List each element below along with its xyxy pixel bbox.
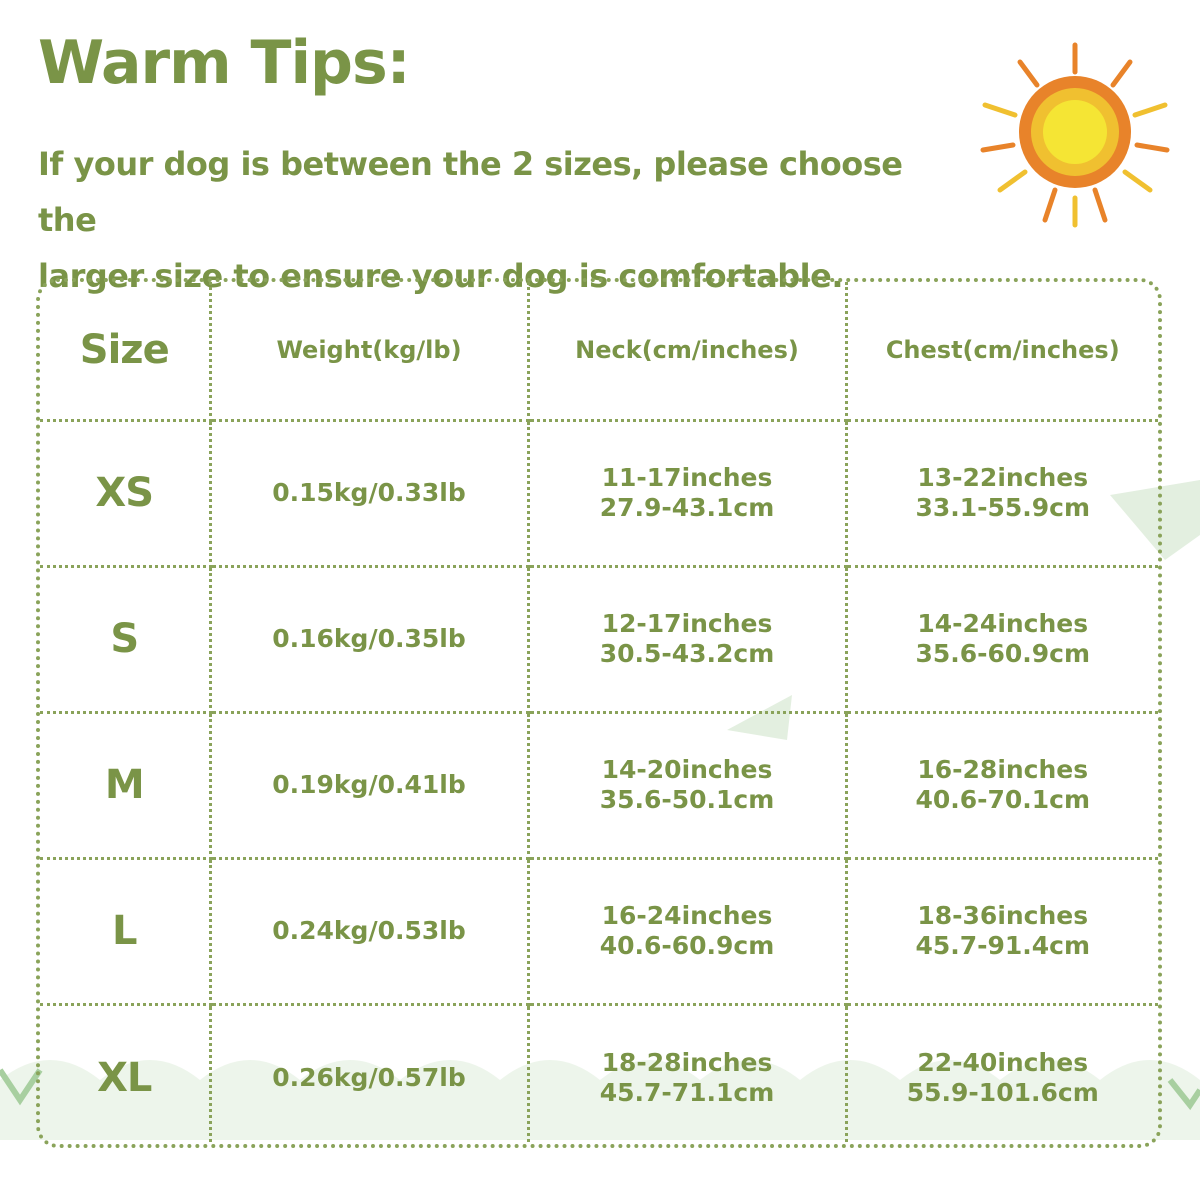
header-chest: Chest(cm/inches) <box>844 282 1158 422</box>
chest-cell: 14-24inches 35.6-60.9cm <box>844 564 1158 714</box>
sun-icon <box>980 42 1170 228</box>
weight-cell: 0.19kg/0.41lb <box>208 710 530 860</box>
neck-cm: 40.6-60.9cm <box>599 931 775 960</box>
header-neck: Neck(cm/inches) <box>526 282 848 422</box>
neck-cm: 27.9-43.1cm <box>599 493 775 522</box>
neck-cell: 12-17inches 30.5-43.2cm <box>526 564 848 714</box>
weight-cell: 0.16kg/0.35lb <box>208 564 530 714</box>
chest-inches: 22-40inches <box>917 1047 1089 1077</box>
neck-cell: 16-24inches 40.6-60.9cm <box>526 856 848 1006</box>
size-cell: M <box>40 710 212 860</box>
header-size: Size <box>40 282 212 422</box>
neck-inches: 12-17inches <box>601 609 773 638</box>
neck-inches: 11-17inches <box>601 463 773 492</box>
table-row: XL 0.26kg/0.57lb 18-28inches 45.7-71.1cm … <box>40 1002 1158 1144</box>
weight-cell: 0.26kg/0.57lb <box>208 1002 530 1144</box>
chest-inches: 16-28inches <box>917 755 1089 784</box>
neck-inches: 18-28inches <box>601 1047 773 1077</box>
neck-cm: 35.6-50.1cm <box>599 785 775 814</box>
chest-inches: 14-24inches <box>917 609 1089 638</box>
chest-cm: 35.6-60.9cm <box>915 639 1091 668</box>
size-cell: XS <box>40 418 212 568</box>
size-cell: S <box>40 564 212 714</box>
neck-inches: 16-24inches <box>601 901 773 930</box>
chest-cm: 45.7-91.4cm <box>915 931 1091 960</box>
neck-cell: 11-17inches 27.9-43.1cm <box>526 418 848 568</box>
table-row: L 0.24kg/0.53lb 16-24inches 40.6-60.9cm 1… <box>40 856 1158 1006</box>
tip-line-1: If your dog is between the 2 sizes, plea… <box>38 145 903 239</box>
chest-inches: 13-22inches <box>917 463 1089 492</box>
chest-inches: 18-36inches <box>917 901 1089 930</box>
chest-cm: 40.6-70.1cm <box>915 785 1091 814</box>
table-row: M 0.19kg/0.41lb 14-20inches 35.6-50.1cm 1… <box>40 710 1158 860</box>
size-cell: L <box>40 856 212 1006</box>
table-row: S 0.16kg/0.35lb 12-17inches 30.5-43.2cm 1… <box>40 564 1158 714</box>
chest-cm: 55.9-101.6cm <box>906 1077 1099 1107</box>
chest-cell: 18-36inches 45.7-91.4cm <box>844 856 1158 1006</box>
page-title: Warm Tips: <box>38 28 411 98</box>
chest-cell: 13-22inches 33.1-55.9cm <box>844 418 1158 568</box>
size-cell: XL <box>40 1002 212 1144</box>
header-weight: Weight(kg/lb) <box>208 282 530 422</box>
chest-cm: 33.1-55.9cm <box>915 493 1091 522</box>
table-row: XS 0.15kg/0.33lb 11-17inches 27.9-43.1cm … <box>40 418 1158 568</box>
neck-cm: 30.5-43.2cm <box>599 639 775 668</box>
neck-cell: 18-28inches 45.7-71.1cm <box>526 1002 848 1144</box>
weight-cell: 0.24kg/0.53lb <box>208 856 530 1006</box>
size-chart-table: Size Weight(kg/lb) Neck(cm/inches) Chest… <box>36 278 1162 1148</box>
chest-cell: 22-40inches 55.9-101.6cm <box>844 1002 1158 1144</box>
chest-cell: 16-28inches 40.6-70.1cm <box>844 710 1158 860</box>
neck-cell: 14-20inches 35.6-50.1cm <box>526 710 848 860</box>
header-row: Size Weight(kg/lb) Neck(cm/inches) Chest… <box>40 282 1158 422</box>
neck-cm: 45.7-71.1cm <box>599 1077 775 1107</box>
neck-inches: 14-20inches <box>601 755 773 784</box>
size-table: Size Weight(kg/lb) Neck(cm/inches) Chest… <box>40 282 1158 1144</box>
weight-cell: 0.15kg/0.33lb <box>208 418 530 568</box>
